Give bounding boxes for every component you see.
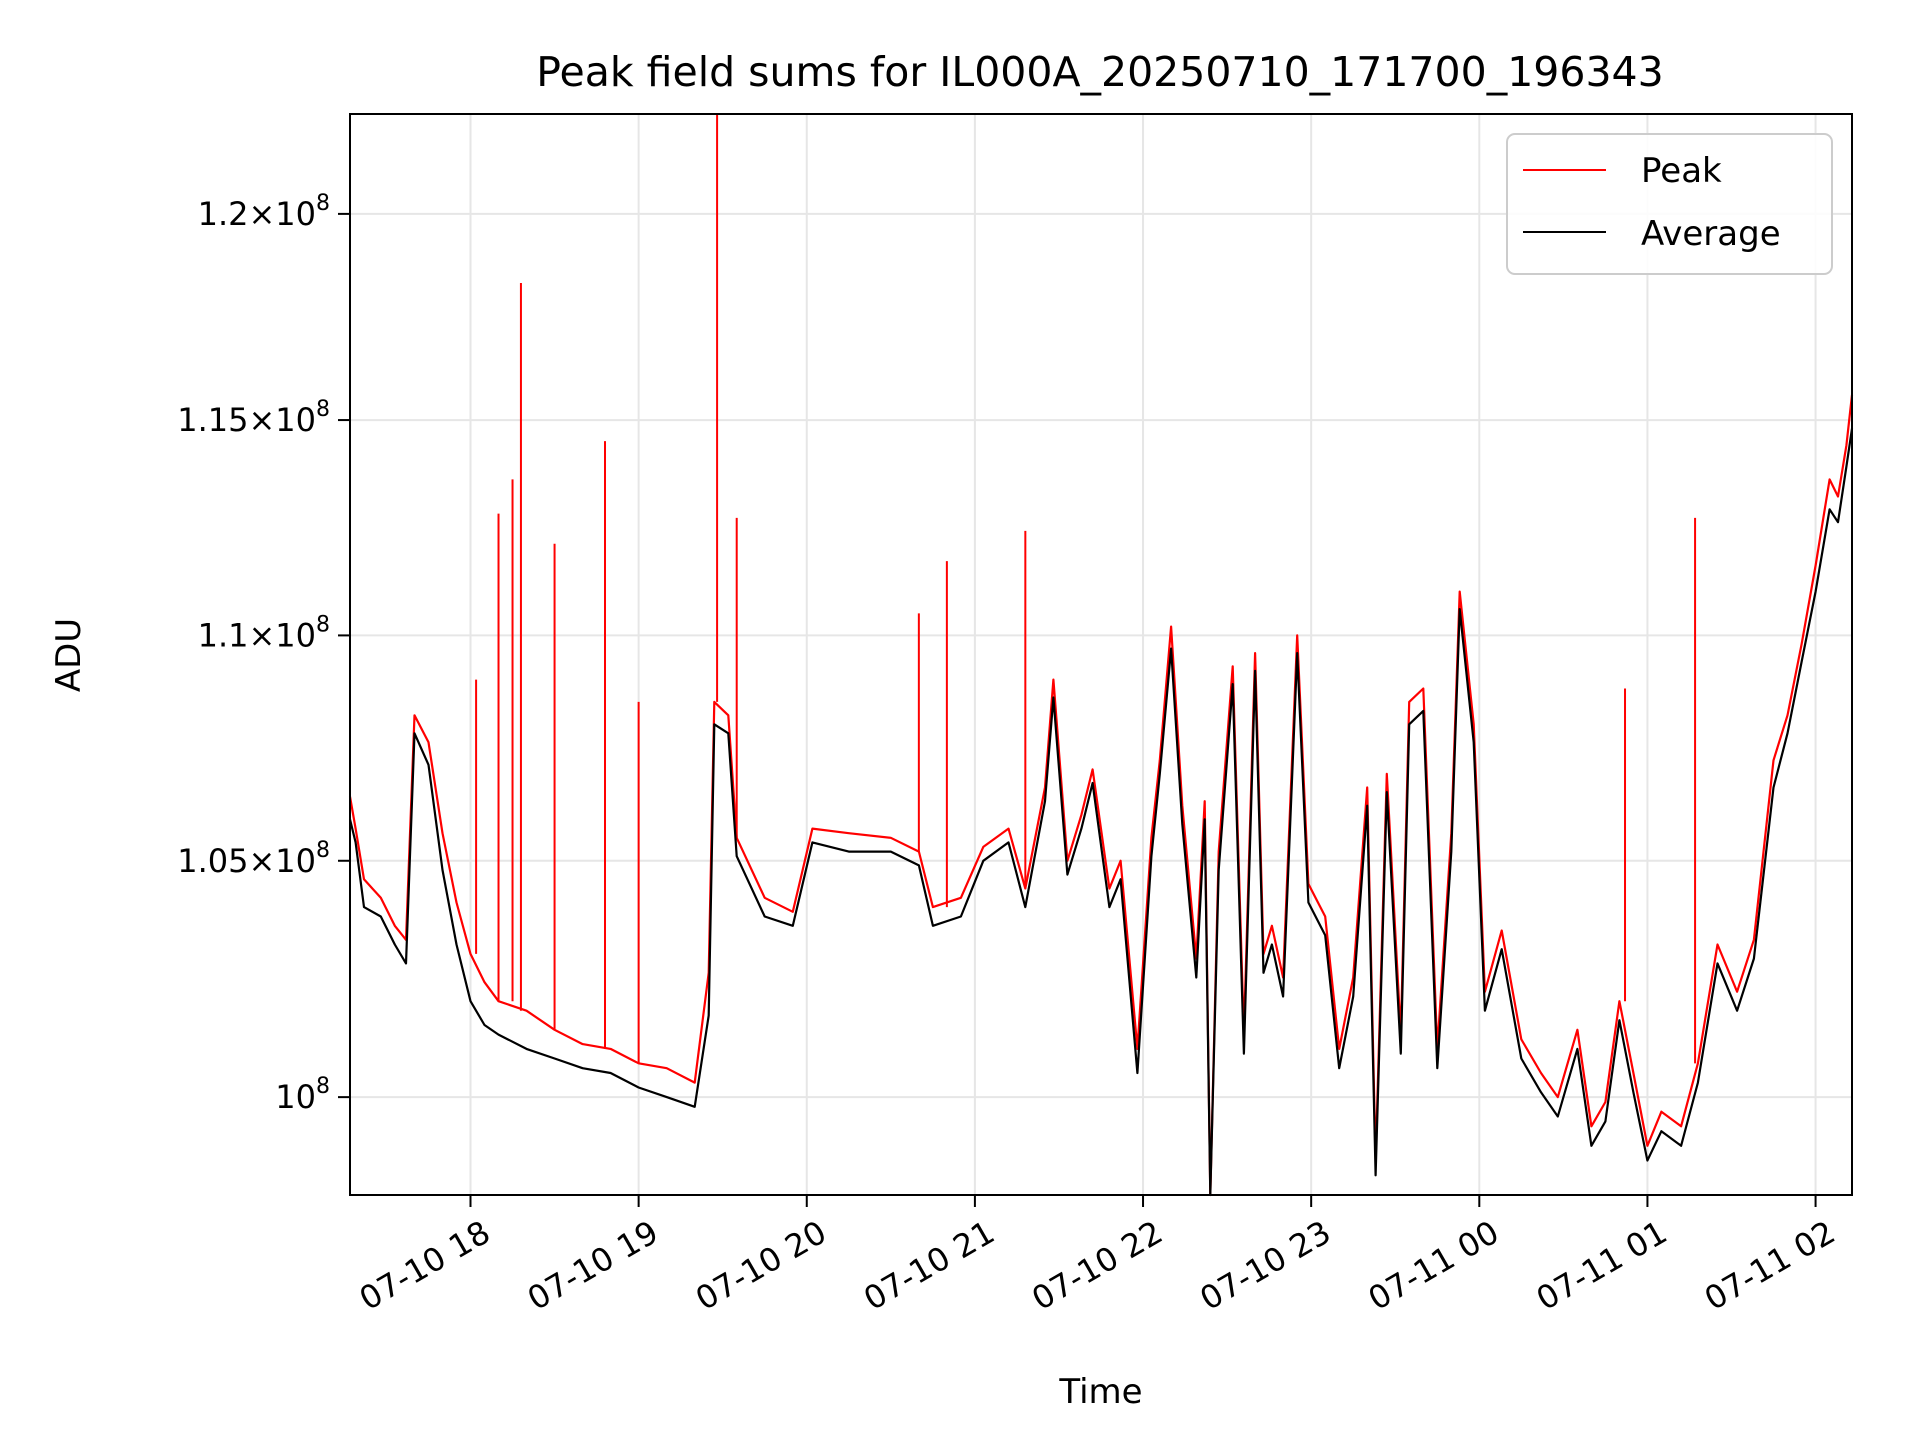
y-tick-base: 10 — [275, 401, 316, 439]
y-tick-exponent: 8 — [316, 397, 330, 422]
y-tick-mantissa: 1.05× — [177, 842, 275, 880]
y-tick-base: 10 — [275, 616, 316, 654]
y-tick-base: 10 — [275, 1078, 316, 1116]
y-tick-exponent: 8 — [316, 1074, 330, 1099]
legend: Peak Average — [1506, 133, 1833, 275]
y-tick-mantissa: 1.2× — [198, 195, 276, 233]
chart-title: Peak field sums for IL000A_20250710_1717… — [536, 48, 1663, 96]
y-tick-base: 10 — [275, 842, 316, 880]
x-axis-label: Time — [1058, 1372, 1142, 1412]
plot-frame — [349, 113, 1853, 1196]
y-tick-label: 1.15×108 — [177, 397, 330, 439]
series-line-average — [348, 428, 1854, 1197]
y-tick-label: 1.1×108 — [198, 612, 330, 654]
series-line-peak — [348, 394, 1854, 1197]
y-tick-label: 1.05×108 — [177, 838, 330, 880]
y-tick-exponent: 8 — [316, 191, 330, 216]
y-tick-base: 10 — [275, 195, 316, 233]
y-tick-exponent: 8 — [316, 838, 330, 863]
y-tick-exponent: 8 — [316, 612, 330, 637]
y-tick-label: 1.2×108 — [198, 191, 330, 233]
y-tick-mantissa: 1.1× — [198, 616, 276, 654]
plot-lines — [348, 114, 1854, 1197]
y-axis-label: ADU — [49, 618, 89, 692]
y-tick-mantissa: 1.15× — [177, 401, 275, 439]
legend-label-average: Average — [1641, 214, 1781, 254]
legend-label-peak: Peak — [1641, 151, 1722, 191]
y-tick-label: 108 — [275, 1074, 330, 1116]
